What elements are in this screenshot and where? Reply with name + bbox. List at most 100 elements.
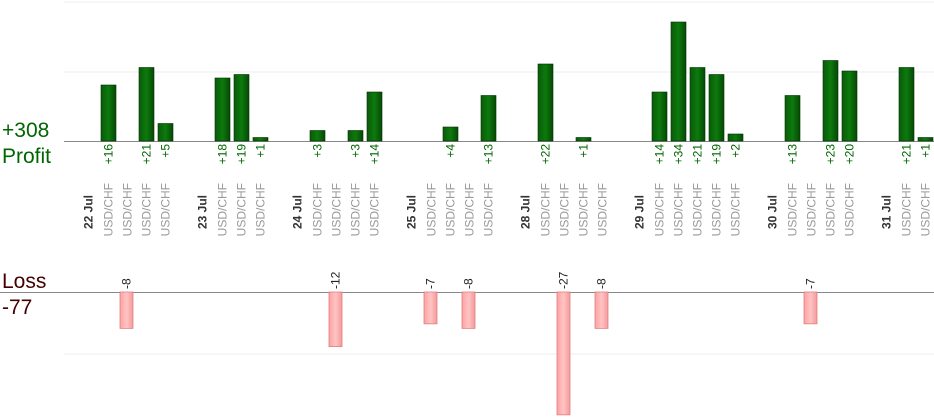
pair-label: USD/CHF (311, 183, 325, 236)
loss-bar (556, 291, 571, 416)
profit-bar (670, 21, 687, 142)
profit-bar (366, 91, 383, 142)
pair-label: USD/CHF (140, 183, 154, 236)
loss-bar (461, 291, 476, 329)
profit-bar (252, 137, 269, 142)
profit-bar (708, 74, 725, 142)
profit-total: +308 (2, 119, 50, 142)
loss-bar (119, 291, 134, 329)
pair-label: USD/CHF (349, 183, 363, 236)
date-label: 22 Jul (82, 195, 96, 229)
profit-value-label: +14 (368, 144, 382, 165)
loss-value-label: -8 (120, 278, 134, 289)
profit-value-label: +5 (159, 144, 173, 158)
pair-label: USD/CHF (786, 183, 800, 236)
profit-value-label: +1 (919, 144, 933, 158)
profit-bar (822, 60, 839, 142)
profit-value-label: +20 (843, 144, 857, 165)
profit-bar (233, 74, 250, 142)
profit-value-label: +2 (729, 144, 743, 158)
loss-total: -77 (2, 296, 33, 319)
pair-label: USD/CHF (843, 183, 857, 236)
date-label: 28 Jul (519, 195, 533, 229)
profit-bar (309, 130, 326, 142)
loss-value-label: -8 (595, 278, 609, 289)
pair-label: USD/CHF (159, 183, 173, 236)
pair-label: USD/CHF (102, 183, 116, 236)
loss-value-label: -27 (557, 271, 571, 289)
profit-value-label: +1 (577, 144, 591, 158)
pair-label: USD/CHF (330, 183, 344, 236)
profit-value-label: +1 (254, 144, 268, 158)
pair-label: USD/CHF (596, 183, 610, 236)
profit-bar (138, 67, 155, 142)
profit-value-label: +14 (653, 144, 667, 165)
profit-value-label: +4 (444, 144, 458, 158)
pair-label: USD/CHF (919, 183, 933, 236)
profit-bar (784, 95, 801, 142)
pair-label: USD/CHF (254, 183, 268, 236)
loss-bar (328, 291, 343, 347)
profit-bar (442, 126, 459, 142)
pair-label: USD/CHF (900, 183, 914, 236)
pair-label: USD/CHF (216, 183, 230, 236)
profit-value-label: +34 (672, 144, 686, 165)
profit-bar (347, 130, 364, 142)
profit-value-label: +21 (900, 144, 914, 165)
profit-value-label: +3 (311, 144, 325, 158)
profit-value-label: +13 (786, 144, 800, 165)
profit-value-label: +21 (140, 144, 154, 165)
pair-label: USD/CHF (805, 183, 819, 236)
pair-label: USD/CHF (121, 183, 135, 236)
pair-label: USD/CHF (558, 183, 572, 236)
loss-bar (803, 291, 818, 325)
date-label: 31 Jul (880, 195, 894, 229)
loss-value-label: -8 (462, 278, 476, 289)
profit-bar (727, 133, 744, 142)
profit-bar (575, 137, 592, 142)
loss-label: Loss (2, 270, 47, 293)
profit-value-label: +22 (539, 144, 553, 165)
pair-label: USD/CHF (235, 183, 249, 236)
loss-value-label: -7 (424, 278, 438, 289)
profit-bar (214, 77, 231, 142)
profit-bar (917, 137, 934, 142)
pair-label: USD/CHF (653, 183, 667, 236)
profit-bar (689, 67, 706, 142)
pair-label: USD/CHF (691, 183, 705, 236)
pair-label: USD/CHF (539, 183, 553, 236)
date-label: 29 Jul (633, 195, 647, 229)
profit-bar (841, 70, 858, 142)
profit-label: Profit (2, 145, 52, 168)
pair-label: USD/CHF (444, 183, 458, 236)
pair-label: USD/CHF (425, 183, 439, 236)
date-label: 25 Jul (405, 195, 419, 229)
profit-bar (898, 67, 915, 142)
pair-label: USD/CHF (824, 183, 838, 236)
loss-value-label: -12 (329, 271, 343, 289)
profit-bar (651, 91, 668, 142)
pair-label: USD/CHF (672, 183, 686, 236)
profit-value-label: +23 (824, 144, 838, 165)
pair-label: USD/CHF (482, 183, 496, 236)
profit-value-label: +18 (216, 144, 230, 165)
pair-label: USD/CHF (710, 183, 724, 236)
profit-bar (537, 63, 554, 142)
profit-bar (157, 123, 174, 142)
profit-value-label: +3 (349, 144, 363, 158)
loss-value-label: -7 (804, 278, 818, 289)
profit-value-label: +19 (710, 144, 724, 165)
profit-value-label: +13 (482, 144, 496, 165)
profit-bar (480, 95, 497, 142)
loss-bar (423, 291, 438, 325)
profit-value-label: +19 (235, 144, 249, 165)
pair-label: USD/CHF (368, 183, 382, 236)
pair-label: USD/CHF (729, 183, 743, 236)
pair-label: USD/CHF (577, 183, 591, 236)
date-label: 23 Jul (196, 195, 210, 229)
profit-value-label: +16 (102, 144, 116, 165)
profit-bar (100, 84, 117, 142)
date-label: 24 Jul (291, 195, 305, 229)
